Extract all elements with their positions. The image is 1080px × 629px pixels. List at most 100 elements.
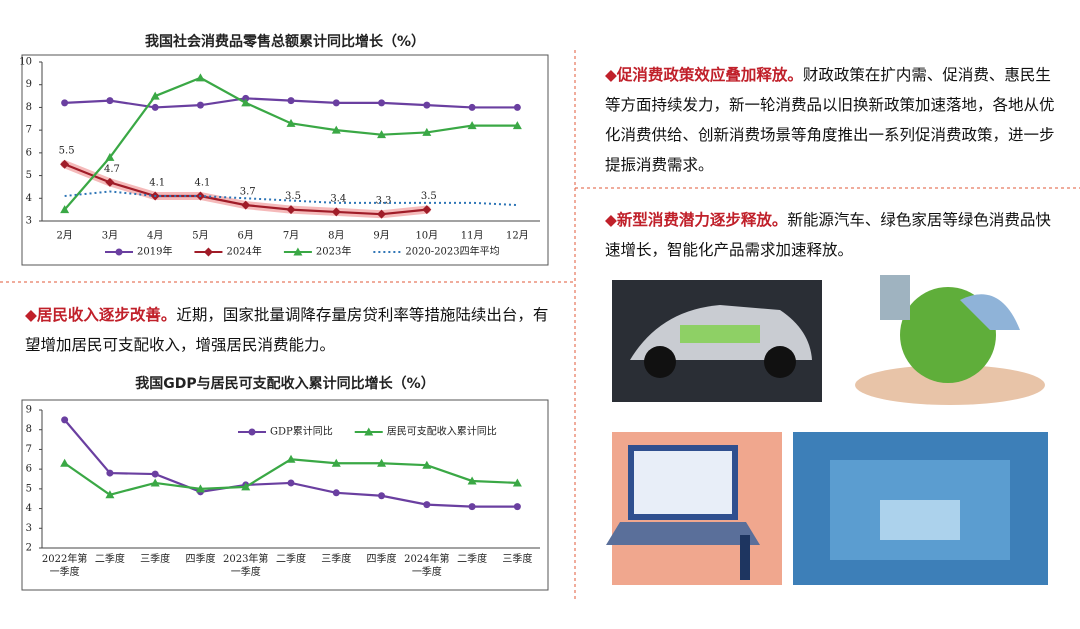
point bbox=[423, 101, 431, 109]
x-tick-label: 2024年第一季度 bbox=[404, 554, 450, 578]
point bbox=[287, 97, 295, 105]
x-tick-label: 四季度 bbox=[366, 554, 397, 565]
data-label: 3.5 bbox=[285, 191, 301, 202]
legend-marker bbox=[364, 427, 374, 436]
legend-label: GDP累计同比 bbox=[270, 425, 333, 438]
paragraph-body: 财政政策在扩内需、促消费、惠民生等方面持续发力，新一轮消费品以旧换新政策加速落地… bbox=[605, 66, 1055, 174]
paragraph-heading: ◆居民收入逐步改善。 bbox=[25, 306, 177, 324]
point bbox=[106, 97, 114, 105]
y-tick-label: 5 bbox=[26, 483, 32, 494]
legend-label: 2024年 bbox=[226, 245, 261, 258]
legend-label: 居民可支配收入累计同比 bbox=[387, 425, 497, 438]
y-tick-label: 3 bbox=[26, 523, 32, 534]
y-tick-label: 4 bbox=[26, 193, 32, 204]
legend-label: 2023年 bbox=[316, 245, 351, 258]
point bbox=[150, 478, 160, 487]
x-tick-label: 6月 bbox=[238, 230, 254, 242]
x-tick-label: 7月 bbox=[283, 230, 299, 242]
data-label: 3.3 bbox=[376, 196, 392, 207]
y-tick-label: 5 bbox=[26, 170, 32, 181]
paragraph-heading: ◆新型消费潜力逐步释放。 bbox=[605, 211, 788, 229]
point bbox=[60, 159, 70, 169]
x-tick-label: 5月 bbox=[192, 230, 208, 242]
point bbox=[105, 152, 115, 161]
x-tick-label: 四季度 bbox=[185, 554, 216, 565]
point bbox=[105, 177, 115, 187]
point bbox=[513, 503, 521, 511]
x-tick-label: 12月 bbox=[506, 230, 529, 242]
legend-marker bbox=[115, 248, 123, 256]
point bbox=[332, 99, 340, 107]
point bbox=[151, 103, 159, 111]
image-smart-home bbox=[793, 432, 1048, 585]
y-tick-label: 4 bbox=[26, 503, 32, 514]
x-tick-label: 三季度 bbox=[321, 554, 352, 565]
x-tick-label: 9月 bbox=[373, 230, 389, 242]
paragraph: ◆新型消费潜力逐步释放。新能源汽车、绿色家居等绿色消费品快速增长，智能化产品需求… bbox=[605, 205, 1065, 265]
point bbox=[377, 130, 387, 139]
point bbox=[331, 207, 341, 217]
point bbox=[61, 99, 69, 107]
point bbox=[422, 460, 432, 469]
point bbox=[241, 98, 251, 107]
x-tick-label: 2022年第一季度 bbox=[41, 554, 88, 578]
point bbox=[512, 121, 522, 130]
point bbox=[467, 476, 477, 485]
point bbox=[106, 469, 114, 477]
series-line bbox=[64, 458, 518, 496]
legend-marker bbox=[293, 247, 303, 256]
x-tick-label: 8月 bbox=[328, 230, 344, 242]
y-tick-label: 10 bbox=[19, 57, 32, 68]
point bbox=[468, 103, 476, 111]
y-tick-label: 8 bbox=[26, 424, 32, 435]
y-tick-label: 3 bbox=[26, 216, 32, 227]
point bbox=[150, 91, 160, 100]
image-car bbox=[612, 280, 822, 402]
data-label: 3.7 bbox=[240, 187, 256, 198]
point bbox=[467, 121, 477, 130]
point bbox=[286, 118, 296, 127]
y-tick-label: 7 bbox=[26, 125, 32, 136]
point bbox=[286, 205, 296, 215]
x-tick-label: 三季度 bbox=[140, 554, 171, 565]
chart-title: 我国社会消费品零售总额累计同比增长（%） bbox=[145, 33, 425, 50]
image-laptop bbox=[606, 432, 782, 585]
y-tick-label: 6 bbox=[26, 464, 32, 475]
paragraph-body: 新能源汽车、绿色家居等绿色消费品快速增长，智能化产品需求加速释放。 bbox=[605, 211, 1051, 259]
point bbox=[287, 479, 295, 487]
plot-frame bbox=[21, 54, 549, 266]
x-tick-label: 2023年第一季度 bbox=[222, 554, 269, 578]
point bbox=[151, 470, 159, 478]
data-label: 4.1 bbox=[149, 178, 165, 189]
x-tick-label: 三季度 bbox=[502, 554, 533, 565]
x-tick-label: 11月 bbox=[461, 230, 484, 242]
point bbox=[331, 125, 341, 134]
point bbox=[377, 209, 387, 219]
plot-frame bbox=[21, 399, 549, 591]
data-label: 3.5 bbox=[421, 191, 437, 202]
x-tick-label: 2月 bbox=[56, 230, 72, 242]
point bbox=[105, 490, 115, 499]
chart-title: 我国GDP与居民可支配收入累计同比增长（%） bbox=[135, 375, 434, 392]
paragraph-heading: ◆促消费政策效应叠加释放。 bbox=[605, 66, 803, 84]
point bbox=[60, 205, 70, 214]
point bbox=[468, 503, 476, 511]
x-tick-label: 二季度 bbox=[457, 554, 488, 565]
point bbox=[61, 416, 69, 424]
point bbox=[286, 454, 296, 463]
y-tick-label: 9 bbox=[26, 79, 32, 90]
point bbox=[331, 458, 341, 467]
y-tick-label: 9 bbox=[26, 405, 32, 416]
point bbox=[195, 484, 205, 493]
point bbox=[378, 492, 386, 500]
data-label: 4.7 bbox=[104, 164, 120, 175]
paragraph-body: 近期，国家批量调降存量房贷利率等措施陆续出台，有望增加居民可支配收入，增强居民消… bbox=[25, 306, 549, 354]
x-tick-label: 10月 bbox=[415, 230, 438, 242]
point bbox=[378, 99, 386, 107]
point bbox=[423, 501, 431, 509]
x-tick-label: 3月 bbox=[102, 230, 118, 242]
data-label: 5.5 bbox=[59, 146, 75, 157]
point bbox=[241, 482, 251, 491]
